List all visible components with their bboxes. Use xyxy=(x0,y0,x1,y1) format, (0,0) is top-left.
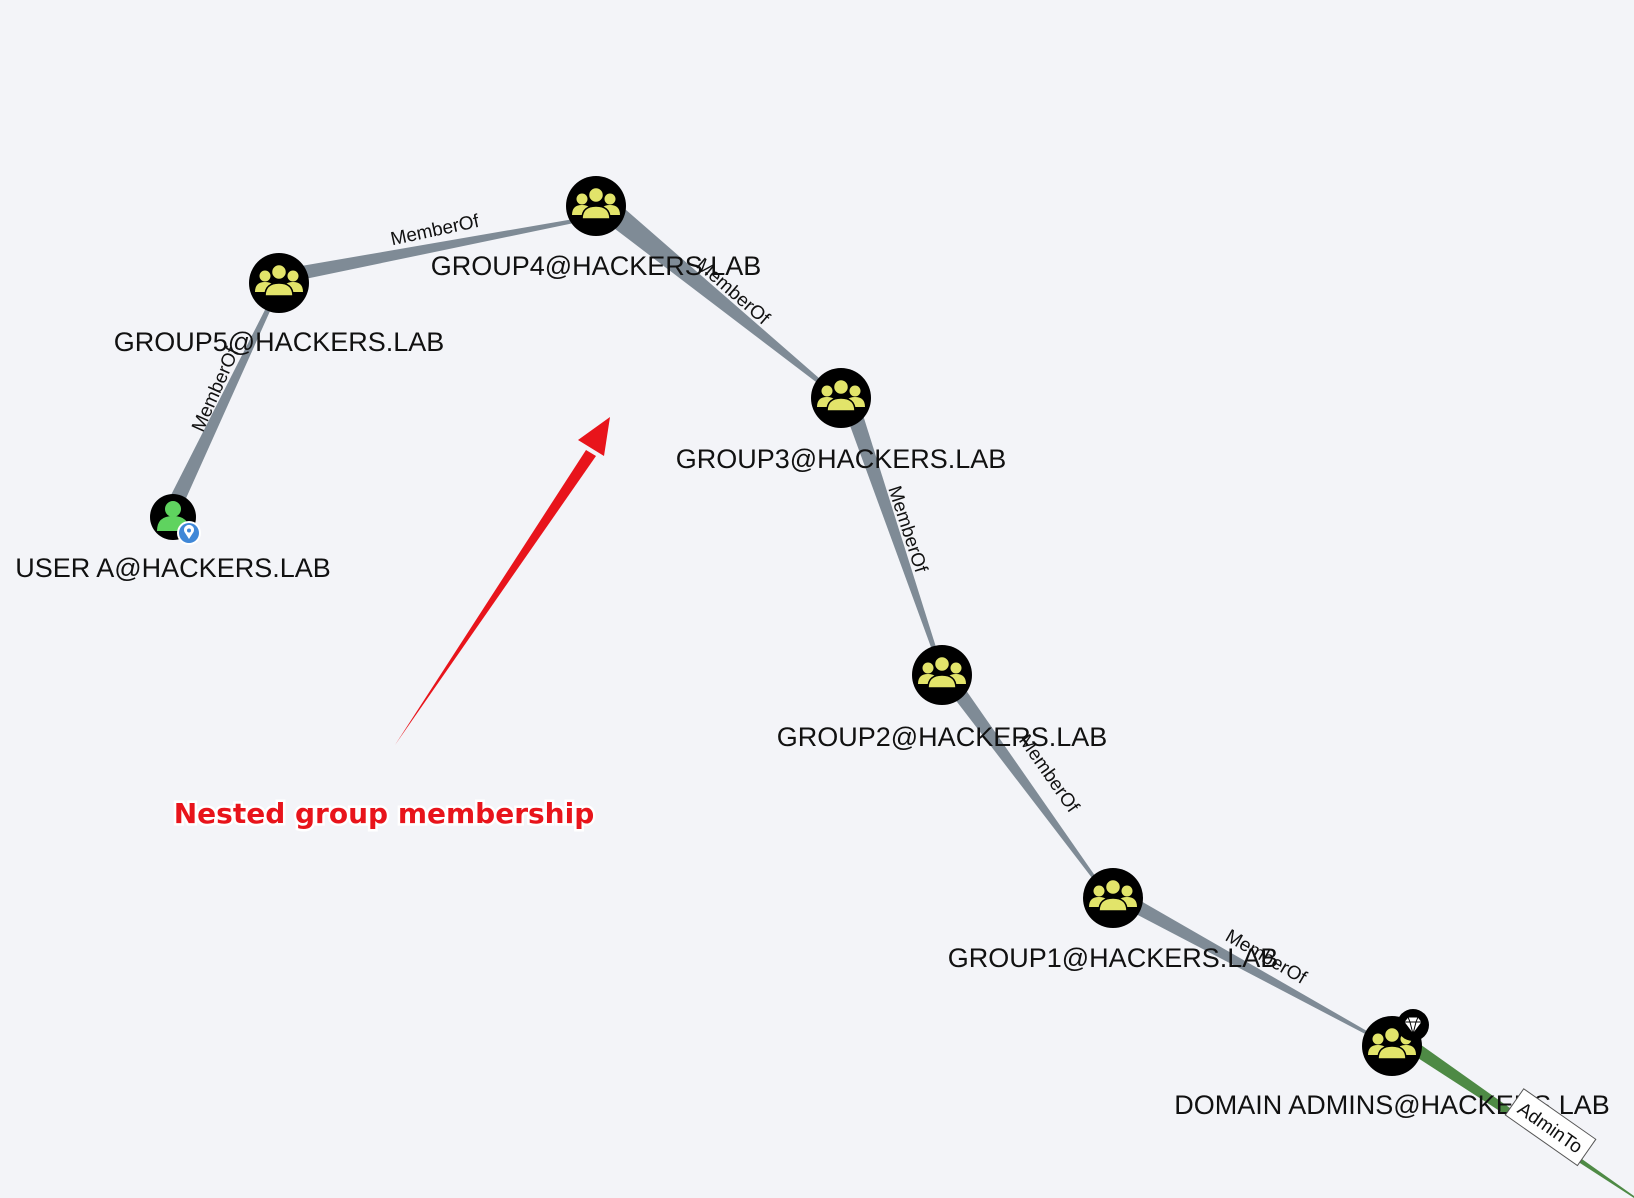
node-user-a[interactable] xyxy=(150,494,201,545)
node-domain-admins[interactable] xyxy=(1362,1009,1429,1076)
node-group3[interactable] xyxy=(811,368,871,428)
node-label-group5: GROUP5@HACKERS.LAB xyxy=(114,327,445,357)
node-label-user-a: USER A@HACKERS.LAB xyxy=(15,553,331,583)
edge-memberof-group4-group3[interactable] xyxy=(598,196,843,401)
annotation-text: Nested group membership xyxy=(174,797,595,830)
node-label-group2: GROUP2@HACKERS.LAB xyxy=(777,722,1108,752)
edge-memberof-group5-group4[interactable] xyxy=(278,215,598,284)
node-label-group3: GROUP3@HACKERS.LAB xyxy=(676,444,1007,474)
node-group4[interactable] xyxy=(566,176,626,236)
high-value-diamond-badge xyxy=(1397,1009,1429,1041)
node-label-group4: GROUP4@HACKERS.LAB xyxy=(431,251,762,281)
edge-memberof-user-a-group5[interactable] xyxy=(169,298,275,505)
edge-memberof-group2-group1[interactable] xyxy=(941,673,1114,904)
node-group5[interactable] xyxy=(249,253,309,313)
node-labels: USER A@HACKERS.LAB GROUP5@HACKERS.LAB GR… xyxy=(15,251,1610,1120)
edge-memberof-group3-group2[interactable] xyxy=(841,396,946,680)
node-group2[interactable] xyxy=(912,645,972,705)
node-group1[interactable] xyxy=(1083,868,1143,928)
owned-location-badge xyxy=(177,521,201,545)
annotation-arrow xyxy=(395,417,610,745)
node-label-group1: GROUP1@HACKERS.LAB xyxy=(948,943,1279,973)
edge-memberof-group1-domain-admins[interactable] xyxy=(1113,889,1393,1048)
